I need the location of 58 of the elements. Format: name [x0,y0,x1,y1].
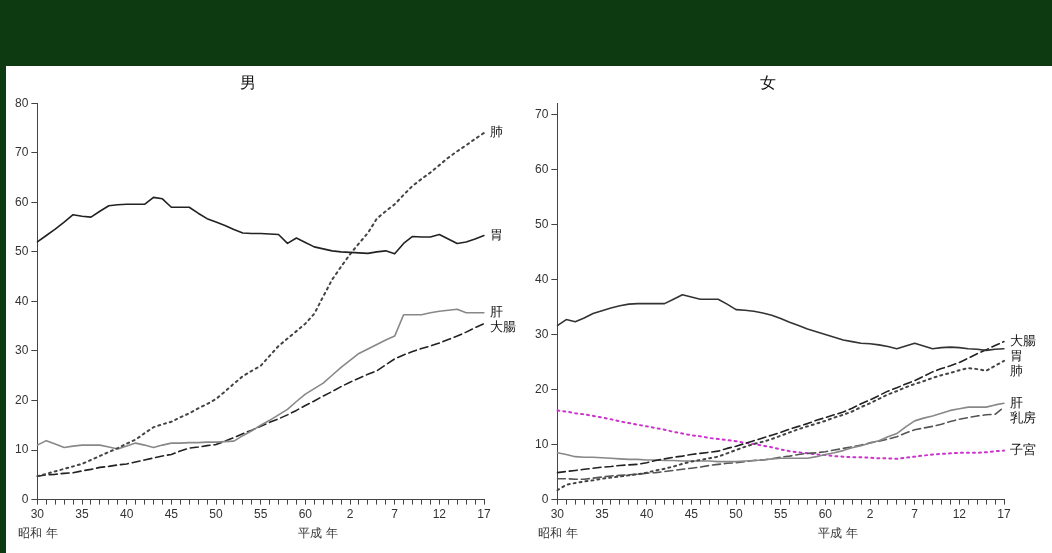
y-tick-label: 30 [14,343,29,358]
x-tick-label: 60 [298,507,313,522]
y-tick-label: 70 [14,145,29,160]
series-label: 乳房 [1010,409,1036,425]
series-label: 肺 [490,124,503,140]
text: 平成 年 [818,525,858,542]
x-tick-label: 55 [773,507,788,522]
text: 昭和 年 [18,525,58,542]
x-tick-label: 50 [729,507,743,522]
text: 平成 年 [298,525,338,542]
series-label: 大腸 [1010,332,1036,348]
y-tick-label: 50 [14,244,29,259]
line-series [556,340,1005,474]
x-tick-label: 17 [997,507,1011,522]
y-tick-label: 70 [534,106,549,121]
x-tick-label: 45 [684,507,699,522]
y-tick-label: 20 [534,381,549,396]
y-tick-label: 60 [534,161,549,176]
y-tick-label: 0 [541,491,549,506]
line-series [556,409,1005,460]
x-tick-label: 55 [253,507,268,522]
chart-title: 女 [760,72,776,92]
y-tick-label: 40 [534,271,549,286]
y-tick-label: 0 [21,491,29,506]
x-tick-label: 30 [550,507,565,522]
y-tick-label: 40 [14,293,29,308]
series-label: 胃 [1010,347,1023,363]
series-label: 肺 [1010,362,1023,378]
line-series [556,406,1005,481]
x-tick-label: 40 [120,507,134,522]
x-tick-label: 7 [911,507,919,522]
x-tick-label: 2 [346,507,354,522]
y-tick-label: 20 [14,392,29,407]
x-tick-label: 60 [818,507,833,522]
x-tick-label: 35 [75,507,90,522]
series-label: 肝 [1010,394,1023,410]
text: 昭和 年 [538,525,578,542]
y-tick-label: 50 [534,216,549,231]
y-tick-label: 10 [534,436,549,451]
x-tick-label: 12 [432,507,447,522]
x-tick-label: 40 [640,507,654,522]
x-tick-label: 45 [164,507,179,522]
y-tick-label: 10 [14,442,29,457]
x-tick-label: 2 [866,507,874,522]
x-tick-label: 50 [209,507,223,522]
y-tick-label: 60 [14,194,29,209]
series-label: 大腸 [490,319,516,335]
x-tick-label: 7 [391,507,399,522]
series-label: 子宮 [1010,441,1036,457]
y-tick-label: 30 [534,326,549,341]
y-tick-label: 80 [14,95,29,110]
chart-title: 男 [240,72,256,92]
series-label: 胃 [490,226,503,242]
x-tick-label: 30 [30,507,45,522]
x-tick-label: 12 [952,507,967,522]
x-tick-label: 35 [595,507,610,522]
series-label: 肝 [490,304,503,320]
x-tick-label: 17 [477,507,491,522]
